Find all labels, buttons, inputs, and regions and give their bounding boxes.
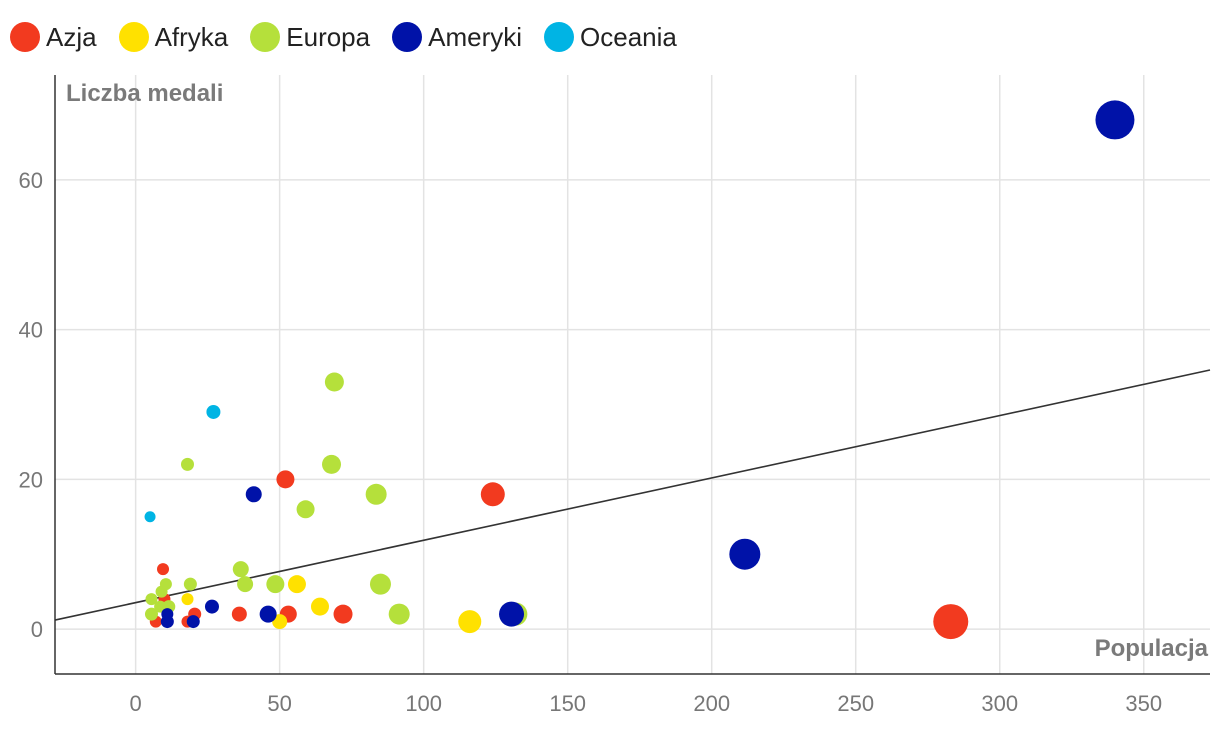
point-europa-11[interactable] xyxy=(296,500,315,519)
axes xyxy=(54,75,1210,675)
point-azja-10[interactable] xyxy=(933,604,969,640)
point-europa-12[interactable] xyxy=(322,454,342,474)
x-tick-label-200: 200 xyxy=(693,691,730,716)
point-europa-13[interactable] xyxy=(324,372,344,392)
x-tick-label-100: 100 xyxy=(405,691,442,716)
trendline-group xyxy=(54,369,1211,621)
legend-swatch-ameryki xyxy=(392,22,423,52)
point-ameryki-2[interactable] xyxy=(186,615,200,629)
y-tick-label-60: 60 xyxy=(19,168,43,193)
legend-swatch-afryka xyxy=(118,22,149,52)
x-tick-label-50: 50 xyxy=(267,691,291,716)
x-tick-label-300: 300 xyxy=(981,691,1018,716)
legend-item-ameryki[interactable]: Ameryki xyxy=(392,22,522,53)
point-azja-9[interactable] xyxy=(480,482,505,507)
y-tick-label-0: 0 xyxy=(31,617,43,642)
point-azja-6[interactable] xyxy=(276,470,295,489)
legend-item-europa[interactable]: Europa xyxy=(250,22,370,53)
y-tick-label-40: 40 xyxy=(19,318,43,343)
x-tick-label-350: 350 xyxy=(1125,691,1162,716)
point-ameryki-3[interactable] xyxy=(204,599,219,614)
point-ameryki-6[interactable] xyxy=(499,601,525,627)
x-axis-title: Populacja xyxy=(1095,635,1209,662)
point-oceania-0[interactable] xyxy=(144,511,156,523)
point-europa-16[interactable] xyxy=(388,603,410,625)
point-azja-8[interactable] xyxy=(333,604,353,624)
point-afryka-2[interactable] xyxy=(287,575,306,594)
legend-label-europa: Europa xyxy=(286,21,371,52)
point-ameryki-8[interactable] xyxy=(1095,100,1135,140)
point-europa-1[interactable] xyxy=(144,607,158,621)
point-azja-5[interactable] xyxy=(231,606,247,622)
series-afryka xyxy=(181,575,482,634)
point-europa-7[interactable] xyxy=(183,577,197,591)
legend-label-ameryki: Ameryki xyxy=(428,21,523,52)
point-europa-6[interactable] xyxy=(180,457,194,471)
point-ameryki-7[interactable] xyxy=(729,538,761,570)
data-points xyxy=(144,100,1135,640)
point-ameryki-1[interactable] xyxy=(160,615,174,629)
legend-label-afryka: Afryka xyxy=(154,21,229,52)
legend-swatch-azja xyxy=(10,22,40,52)
point-europa-14[interactable] xyxy=(365,483,387,505)
point-afryka-1[interactable] xyxy=(272,614,288,630)
point-europa-0[interactable] xyxy=(145,593,158,606)
legend-item-oceania[interactable]: Oceania xyxy=(544,22,677,53)
y-axis-title: Liczba medali xyxy=(66,80,223,107)
point-ameryki-5[interactable] xyxy=(259,605,277,623)
legend: Azja Afryka Europa Ameryki Oceania xyxy=(10,18,677,56)
point-europa-9[interactable] xyxy=(237,576,254,593)
point-azja-0[interactable] xyxy=(157,563,170,576)
point-europa-15[interactable] xyxy=(369,573,391,595)
legend-label-oceania: Oceania xyxy=(580,21,677,52)
point-europa-4[interactable] xyxy=(159,578,172,591)
point-europa-8[interactable] xyxy=(232,561,249,578)
point-oceania-1[interactable] xyxy=(206,404,221,419)
point-ameryki-4[interactable] xyxy=(245,486,262,503)
point-afryka-0[interactable] xyxy=(181,593,194,606)
legend-swatch-europa xyxy=(250,22,281,52)
y-tick-label-20: 20 xyxy=(19,467,43,492)
grid xyxy=(55,75,1210,674)
point-afryka-4[interactable] xyxy=(458,610,482,634)
legend-item-azja[interactable]: Azja xyxy=(10,22,97,53)
legend-label-azja: Azja xyxy=(46,21,97,52)
legend-item-afryka[interactable]: Afryka xyxy=(118,21,229,53)
series-ameryki xyxy=(160,100,1135,629)
tick-labels: 0 50 100 150 200 250 300 350 0 20 40 60 xyxy=(19,168,1163,716)
point-afryka-3[interactable] xyxy=(310,597,329,616)
x-tick-label-150: 150 xyxy=(549,691,586,716)
trendline xyxy=(54,369,1211,621)
legend-swatch-oceania xyxy=(544,22,575,52)
x-tick-label-0: 0 xyxy=(130,691,142,716)
series-oceania xyxy=(144,404,221,523)
x-tick-label-250: 250 xyxy=(837,691,874,716)
point-europa-10[interactable] xyxy=(266,575,285,594)
